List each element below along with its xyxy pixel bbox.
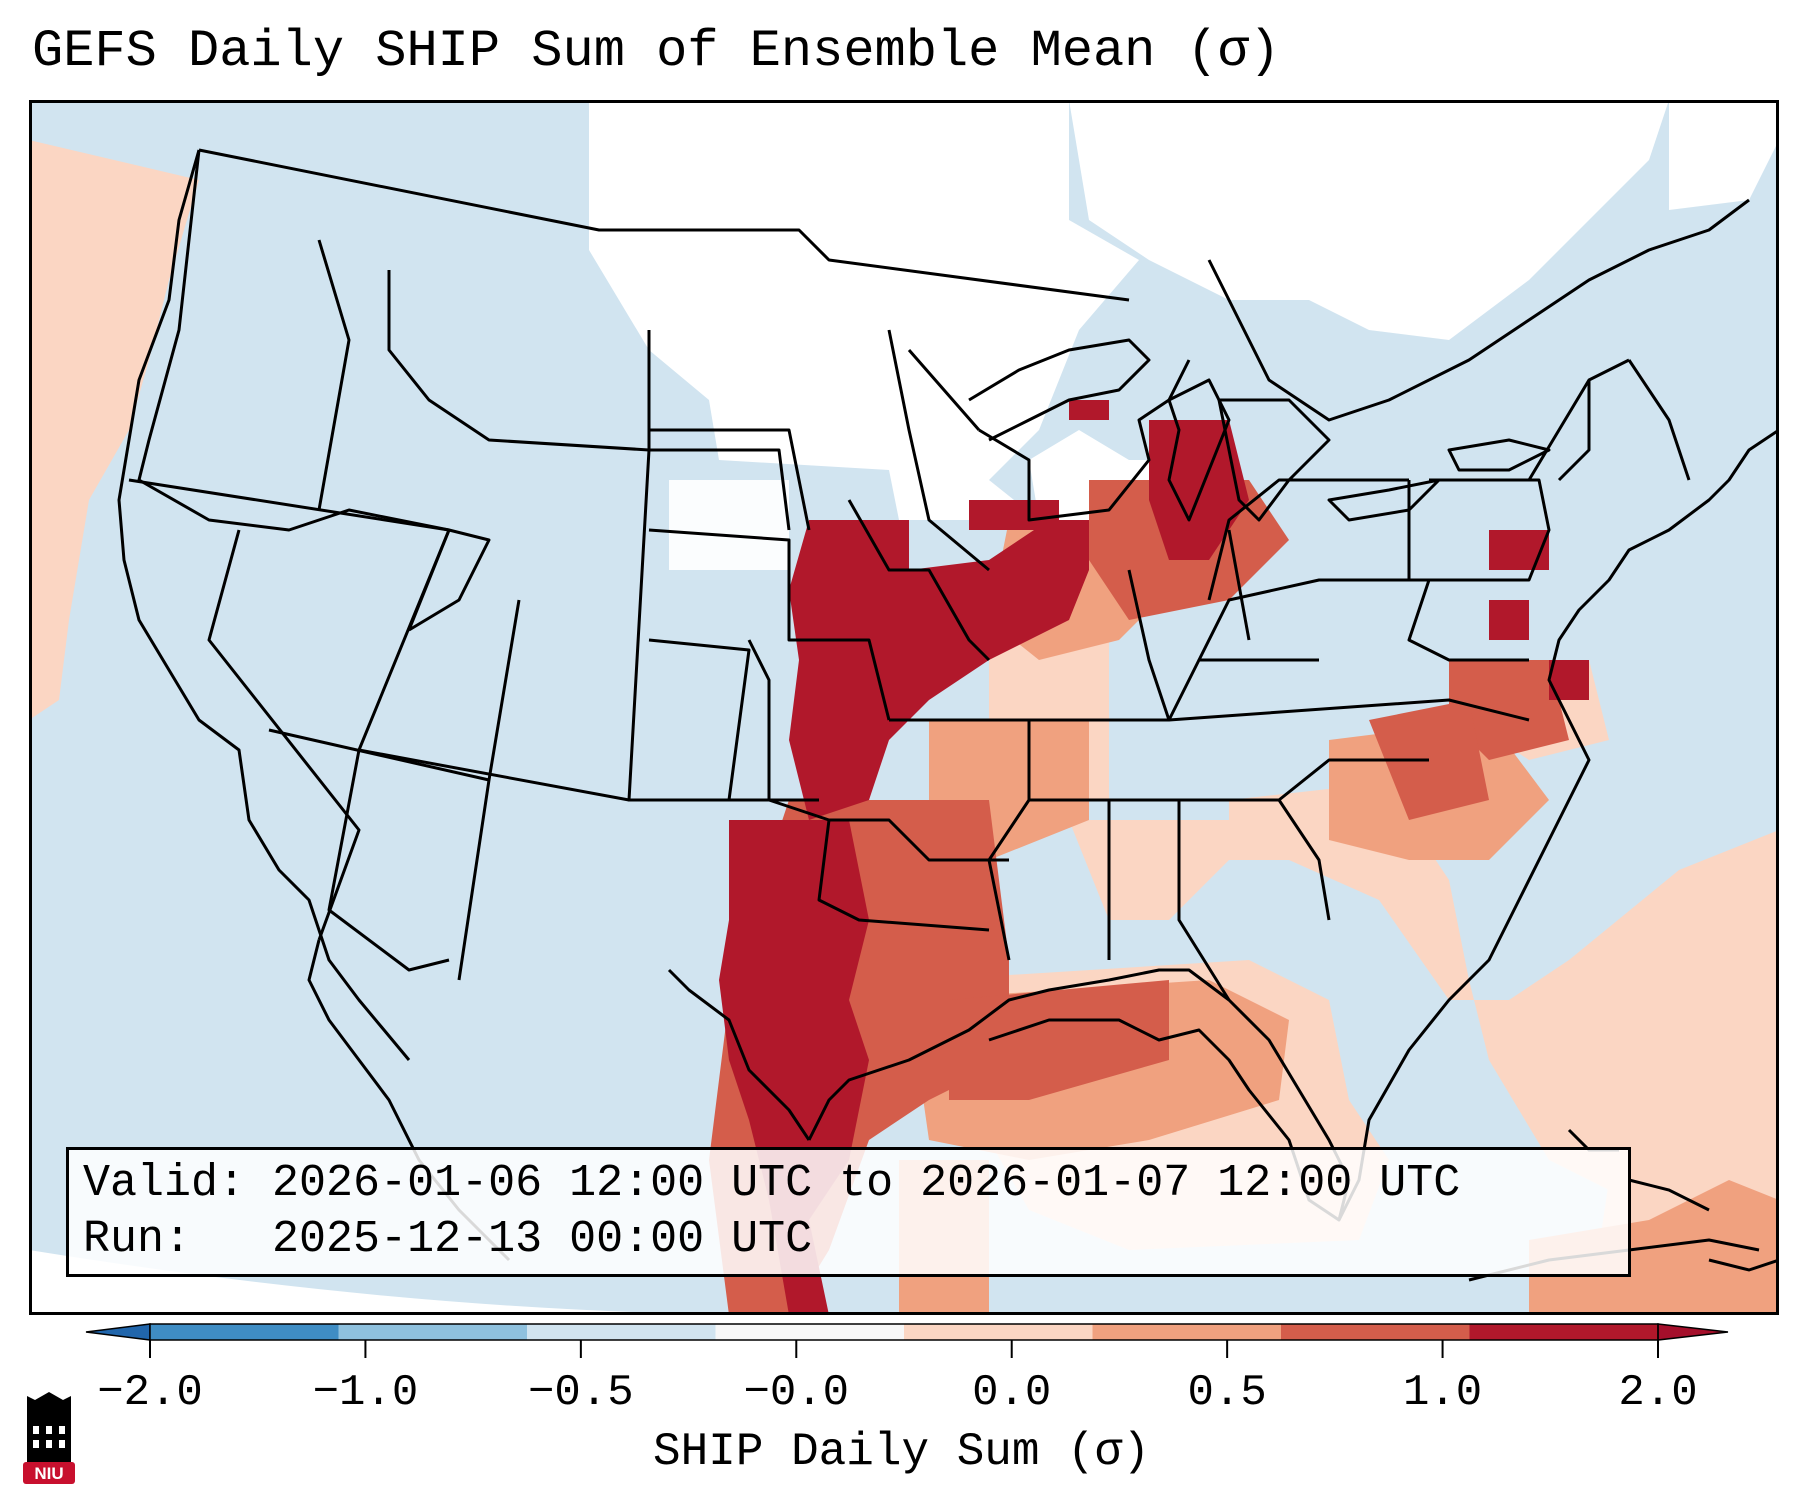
logo-text: NIU [34, 1464, 63, 1483]
colorbar [70, 1318, 1740, 1378]
colorbar-segment [338, 1324, 528, 1340]
darkred-areas [719, 400, 1589, 1315]
projection-edge [29, 1250, 789, 1315]
state-borders [128, 148, 1750, 1001]
map-panel [29, 100, 1779, 1315]
colorbar-segment [1469, 1324, 1659, 1340]
colorbar-tick-label: −0.5 [528, 1368, 634, 1418]
colorbar-under-arrow [85, 1323, 151, 1341]
colorbar-segment [1092, 1324, 1282, 1340]
colorbar-segment [150, 1324, 339, 1340]
colorbar-title: SHIP Daily Sum (σ) [653, 1426, 1150, 1478]
colorbar-tick-label: 2.0 [1618, 1368, 1698, 1418]
colorbar-outline [149, 1323, 1659, 1341]
colorbar-tick-label: −0.0 [743, 1368, 850, 1418]
colorbar-segment [715, 1324, 905, 1340]
great-lakes [968, 338, 1551, 522]
run-label: Run: [83, 1214, 192, 1265]
colorbar-tick-label: 0.0 [972, 1368, 1052, 1418]
colorbar-segment [904, 1324, 1093, 1340]
valid-label: Valid: [83, 1158, 246, 1209]
colorbar-tick-label: 1.0 [1402, 1368, 1483, 1418]
colorbar-segment [1281, 1324, 1470, 1340]
map-border [29, 100, 1779, 1315]
colorbar-canvas [85, 1323, 1729, 1358]
valid-value: 2026-01-06 12:00 UTC to 2026-01-07 12:00… [272, 1158, 1461, 1209]
colorbar-tick-label: −2.0 [97, 1368, 203, 1418]
run-value: 2025-12-13 00:00 UTC [272, 1214, 813, 1265]
chart-title: GEFS Daily SHIP Sum of Ensemble Mean (σ) [32, 22, 1281, 81]
colorbar-over-arrow [1657, 1323, 1729, 1341]
colorbar-segment [527, 1324, 716, 1340]
colorbar-tick-label: 0.5 [1187, 1368, 1267, 1418]
valid-time-box: Valid: 2026-01-06 12:00 UTC to 2026-01-0… [66, 1147, 1631, 1277]
niu-logo-icon: NIU [23, 1392, 75, 1484]
map-canvas [29, 100, 1779, 1315]
colorbar-tick-label: −1.0 [312, 1368, 419, 1418]
